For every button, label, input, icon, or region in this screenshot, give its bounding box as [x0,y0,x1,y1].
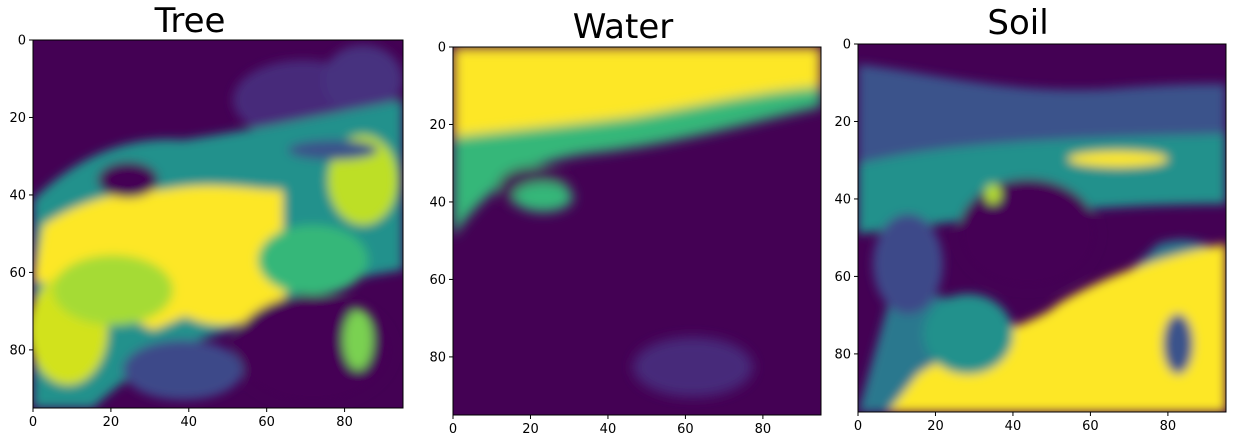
y-tick-label-tree: 20 [9,111,26,126]
panel-water: Water 0 20 40 60 80 0 20 40 60 80 [429,7,822,438]
y-tick-label-soil: 20 [834,115,851,130]
x-tick-label-water: 40 [600,422,617,437]
y-tick-label-soil: 0 [843,38,851,53]
panel-title-water: Water [573,7,674,47]
x-tick-label-tree: 0 [29,415,37,430]
y-tick-label-water: 20 [429,118,446,133]
axes-frame-water [452,46,822,416]
x-tick-label-soil: 80 [1160,419,1177,434]
panel-title-tree: Tree [154,1,226,41]
y-tick-label-water: 0 [438,41,446,56]
axis-ticks-soil: 0 20 40 60 80 0 20 40 60 80 [834,38,1176,435]
x-tick-label-water: 20 [522,422,539,437]
panel-soil: Soil 0 20 40 60 80 0 20 40 60 80 [834,3,1227,435]
panel-tree: Tree [9,1,404,431]
x-tick-label-tree: 60 [258,415,275,430]
axis-ticks-tree: 0 20 40 60 80 0 20 40 60 80 [9,34,352,431]
x-tick-label-water: 80 [755,422,772,437]
y-tick-label-water: 80 [429,350,446,365]
x-tick-label-water: 60 [677,422,694,437]
y-tick-label-water: 60 [429,273,446,288]
y-tick-label-soil: 40 [834,192,851,207]
x-tick-label-soil: 20 [927,419,944,434]
x-tick-label-tree: 80 [336,415,353,430]
panel-title-soil: Soil [987,3,1048,43]
heatmap-water [453,47,821,415]
y-tick-label-tree: 60 [9,266,26,281]
x-tick-label-tree: 20 [103,415,120,430]
x-tick-label-tree: 40 [181,415,198,430]
x-tick-label-soil: 60 [1082,419,1099,434]
axes-frame-soil [857,43,1227,413]
x-tick-label-soil: 40 [1005,419,1022,434]
x-tick-label-soil: 0 [854,419,862,434]
y-tick-label-water: 40 [429,195,446,210]
y-tick-label-soil: 80 [834,347,851,362]
y-tick-label-tree: 40 [9,188,26,203]
y-tick-label-tree: 0 [18,34,26,49]
x-tick-label-water: 0 [449,422,457,437]
axis-ticks-water: 0 20 40 60 80 0 20 40 60 80 [429,41,771,438]
axes-frame-tree [32,39,404,409]
y-tick-label-soil: 60 [834,270,851,285]
y-tick-label-tree: 80 [9,343,26,358]
heatmap-tree [33,40,403,408]
heatmap-soil [858,44,1226,412]
